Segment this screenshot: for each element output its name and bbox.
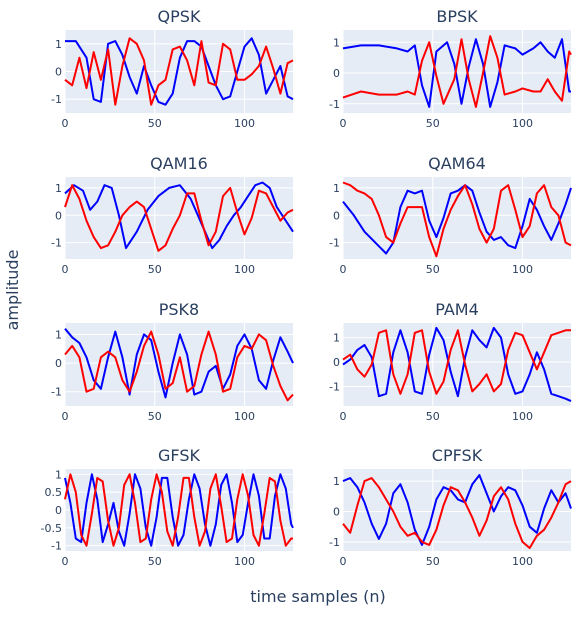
subplot-title: BPSK	[436, 7, 478, 26]
y-tick-label: -1	[51, 386, 62, 399]
y-tick-label: 1	[333, 475, 340, 488]
y-tick-label: -0.5	[41, 522, 62, 535]
x-tick-label: 50	[426, 263, 440, 276]
x-tick-label: 100	[234, 263, 255, 276]
series-line-blue	[64, 473, 294, 547]
x-tick-label: 0	[62, 117, 69, 130]
plot-area	[343, 30, 571, 113]
series-line-red	[342, 329, 571, 395]
y-tick-label: 1	[55, 182, 62, 195]
plot-area	[343, 177, 571, 259]
x-tick-label: 100	[234, 555, 255, 568]
x-tick-label: 50	[148, 410, 162, 423]
series-line-red	[342, 477, 572, 549]
series-line-blue	[342, 38, 571, 108]
y-tick-label: 0	[333, 506, 340, 519]
series-line-blue	[342, 474, 572, 546]
y-tick-label: -1	[329, 237, 340, 250]
y-tick-label: 0.5	[45, 486, 63, 499]
x-tick-label: 50	[148, 263, 162, 276]
x-tick-label: 0	[62, 410, 69, 423]
y-tick-label: 1	[55, 468, 62, 481]
plot-area	[343, 469, 571, 551]
y-tick-label: 1	[55, 38, 62, 51]
x-tick-label: 50	[148, 555, 162, 568]
x-tick-label: 100	[512, 263, 533, 276]
series-line-blue	[65, 37, 294, 106]
subplot-title: CPFSK	[432, 446, 483, 465]
x-tick-label: 0	[340, 117, 347, 130]
x-tick-label: 100	[512, 555, 533, 568]
series-line-blue	[64, 181, 294, 250]
y-axis-title: amplitude	[3, 250, 22, 331]
y-tick-label: 1	[333, 36, 340, 49]
y-tick-label: 0	[333, 209, 340, 222]
series-line-red	[64, 330, 294, 402]
subplot-title: GFSK	[158, 446, 200, 465]
x-tick-label: 50	[426, 555, 440, 568]
subplot-pam4: PAM4 0 50 100 1 0 -1	[329, 300, 572, 423]
y-tick-label: 0	[55, 66, 62, 79]
subplot-title: QPSK	[158, 7, 201, 26]
series-line-red	[64, 37, 294, 106]
series-line-red	[64, 184, 294, 252]
y-tick-label: 0	[55, 209, 62, 222]
y-tick-label: -1	[329, 536, 340, 549]
y-tick-label: 0	[333, 67, 340, 80]
x-tick-label: 100	[234, 117, 255, 130]
series-line-red	[64, 473, 293, 547]
series-line-red	[342, 35, 572, 108]
x-tick-label: 0	[340, 410, 347, 423]
y-tick-label: 1	[333, 332, 340, 345]
series-line-red	[342, 181, 572, 258]
y-tick-label: -1	[329, 380, 340, 393]
y-tick-label: -1	[51, 93, 62, 106]
y-tick-label: 0	[55, 504, 62, 517]
y-tick-label: 0	[55, 357, 62, 370]
y-tick-label: -1	[51, 237, 62, 250]
subplot-gfsk: GFSK 0 50 100 1 0.5 0 -0.5 -1	[41, 446, 294, 568]
y-tick-label: 1	[55, 328, 62, 341]
series-line-blue	[342, 326, 572, 403]
x-tick-label: 0	[340, 555, 347, 568]
y-tick-label: 1	[333, 182, 340, 195]
x-tick-label: 50	[426, 117, 440, 130]
x-tick-label: 100	[512, 410, 533, 423]
series-line-blue	[64, 328, 294, 399]
x-tick-label: 0	[340, 263, 347, 276]
x-tick-label: 50	[148, 117, 162, 130]
x-axis-title: time samples (n)	[250, 587, 385, 606]
y-tick-label: 0	[333, 356, 340, 369]
y-tick-label: -1	[329, 98, 340, 111]
subplot-title: PAM4	[435, 300, 479, 319]
y-tick-label: -1	[51, 540, 62, 553]
subplot-title: QAM64	[428, 154, 486, 173]
x-tick-label: 100	[512, 117, 533, 130]
x-tick-label: 100	[234, 410, 255, 423]
x-tick-label: 0	[62, 263, 69, 276]
subplot-title: QAM16	[150, 154, 208, 173]
x-tick-label: 0	[62, 555, 69, 568]
x-tick-label: 50	[426, 410, 440, 423]
subplot-title: PSK8	[159, 300, 199, 319]
